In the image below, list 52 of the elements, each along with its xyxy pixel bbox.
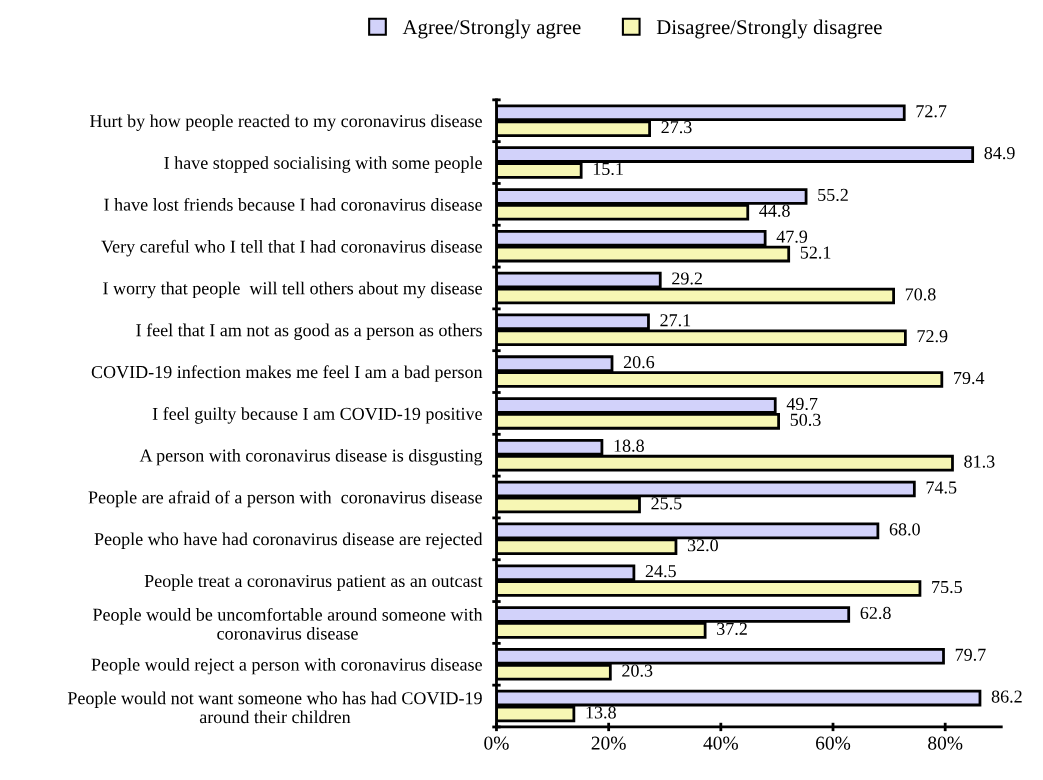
data-label: 37.2 (717, 622, 747, 635)
data-label: 75.5 (932, 581, 962, 594)
x-tick-label: 40% (703, 736, 738, 750)
data-label: 13.8 (586, 706, 616, 719)
x-tick-label: 0% (484, 736, 509, 750)
data-label: 18.8 (614, 439, 644, 452)
x-tick-label: 60% (816, 736, 851, 750)
data-label: 44.8 (759, 204, 790, 217)
y-tick-label: People would be uncomfortable around someone with coronavirus disease (92, 607, 483, 640)
y-tick-label: COVID-19 infection makes me feel I am a bad person (91, 365, 483, 382)
y-tick-label: Hurt by how people reacted to my coronavirus disease (90, 114, 482, 131)
data-label: 25.5 (651, 497, 682, 510)
legend-label: Disagree/Strongly disagree (656, 19, 882, 39)
data-label: 27.3 (661, 121, 692, 134)
data-label: 86.2 (991, 690, 1022, 703)
data-label: 20.6 (623, 355, 655, 369)
data-label: 55.2 (818, 188, 848, 202)
data-label: 74.5 (926, 481, 957, 494)
data-label: 47.9 (776, 230, 808, 243)
y-tick-label: I worry that people will tell others about my disease (103, 281, 482, 299)
y-tick-label: I have stopped socialising with some people (164, 156, 482, 173)
data-label: 81.3 (964, 455, 995, 468)
data-label: 79.7 (955, 648, 986, 661)
data-label: 32.0 (687, 539, 718, 552)
data-label: 84.9 (984, 146, 1015, 160)
data-label: 24.5 (645, 565, 676, 578)
data-label: 62.8 (860, 606, 891, 620)
data-label: 70.8 (905, 288, 936, 301)
data-label: 72.9 (917, 330, 948, 343)
y-tick-label: People would reject a person with coronavirus disease (91, 657, 482, 675)
y-tick-label: People are afraid of a person with coronavirus disease (88, 490, 482, 508)
y-tick-label: Very careful who I tell that I had coronavirus disease (101, 239, 482, 257)
legend-label: Agree/Strongly agree (402, 19, 581, 39)
data-label: 72.7 (916, 105, 947, 118)
data-label: 20.3 (622, 664, 653, 677)
y-tick-label: I feel guilty because I am COVID-19 positive (152, 407, 482, 424)
y-tick-label: People would not want someone who has had COVID-19 around their children (67, 691, 482, 724)
data-label: 29.2 (672, 272, 702, 285)
data-label: 52.1 (800, 246, 831, 259)
data-label: 50.3 (790, 413, 821, 426)
y-tick-label: A person with coronavirus disease is disgusting (139, 448, 483, 466)
y-tick-label: I feel that I am not as good as a person as others (136, 323, 482, 341)
data-label: 79.4 (954, 371, 985, 385)
data-label: 15.1 (593, 162, 623, 176)
y-tick-label: People treat a coronavirus patient as an outcast (144, 574, 483, 591)
data-label: 27.1 (660, 314, 691, 327)
data-label: 68.0 (889, 523, 920, 536)
x-tick-label: 80% (928, 736, 963, 750)
y-tick-label: I have lost friends because I had coronavirus disease (104, 197, 482, 211)
y-tick-label: People who have had coronavirus disease are rejected (94, 532, 483, 549)
x-tick-label: 20% (591, 736, 626, 750)
data-label: 49.7 (786, 397, 818, 411)
